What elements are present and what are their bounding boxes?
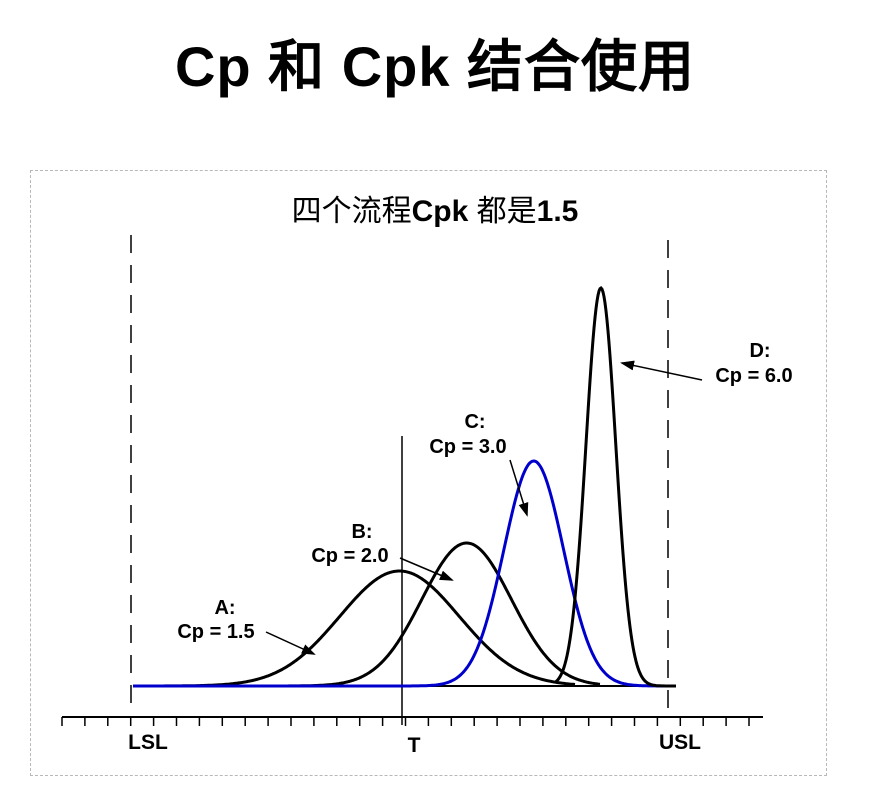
diagram-title-bold: Cpk bbox=[411, 195, 469, 228]
diagram-frame bbox=[30, 170, 827, 776]
label-a-cp: Cp = 1.5 bbox=[177, 621, 254, 643]
axis-ticks bbox=[61, 717, 750, 726]
curve-d bbox=[554, 286, 676, 688]
label-c-cp: Cp = 3.0 bbox=[429, 436, 506, 458]
page-title: Cp 和 Cpk 结合使用 bbox=[174, 35, 696, 98]
curve-c bbox=[133, 459, 668, 688]
label-b-name: B: bbox=[351, 521, 372, 543]
axis-label-lsl: LSL bbox=[128, 731, 168, 754]
arrow-b bbox=[399, 557, 454, 581]
diagram-title-middle: 都是 bbox=[468, 195, 537, 228]
label-c-name: C: bbox=[464, 411, 485, 433]
axis-label-usl: USL bbox=[659, 731, 701, 754]
arrow-d bbox=[620, 360, 703, 381]
arrow-c bbox=[509, 459, 529, 517]
label-d-name: D: bbox=[749, 340, 770, 362]
diagram-title-value: 1.5 bbox=[536, 195, 579, 228]
label-d-cp: Cp = 6.0 bbox=[715, 365, 792, 387]
axis-label-target: T bbox=[408, 734, 421, 757]
label-a-name: A: bbox=[214, 597, 235, 619]
diagram-title-prefix: 四个流程 bbox=[291, 195, 412, 228]
arrow-a bbox=[265, 631, 316, 655]
label-b-cp: Cp = 2.0 bbox=[311, 545, 388, 567]
diagram-title: 四个流程Cpk 都是1.5 bbox=[0, 186, 870, 230]
